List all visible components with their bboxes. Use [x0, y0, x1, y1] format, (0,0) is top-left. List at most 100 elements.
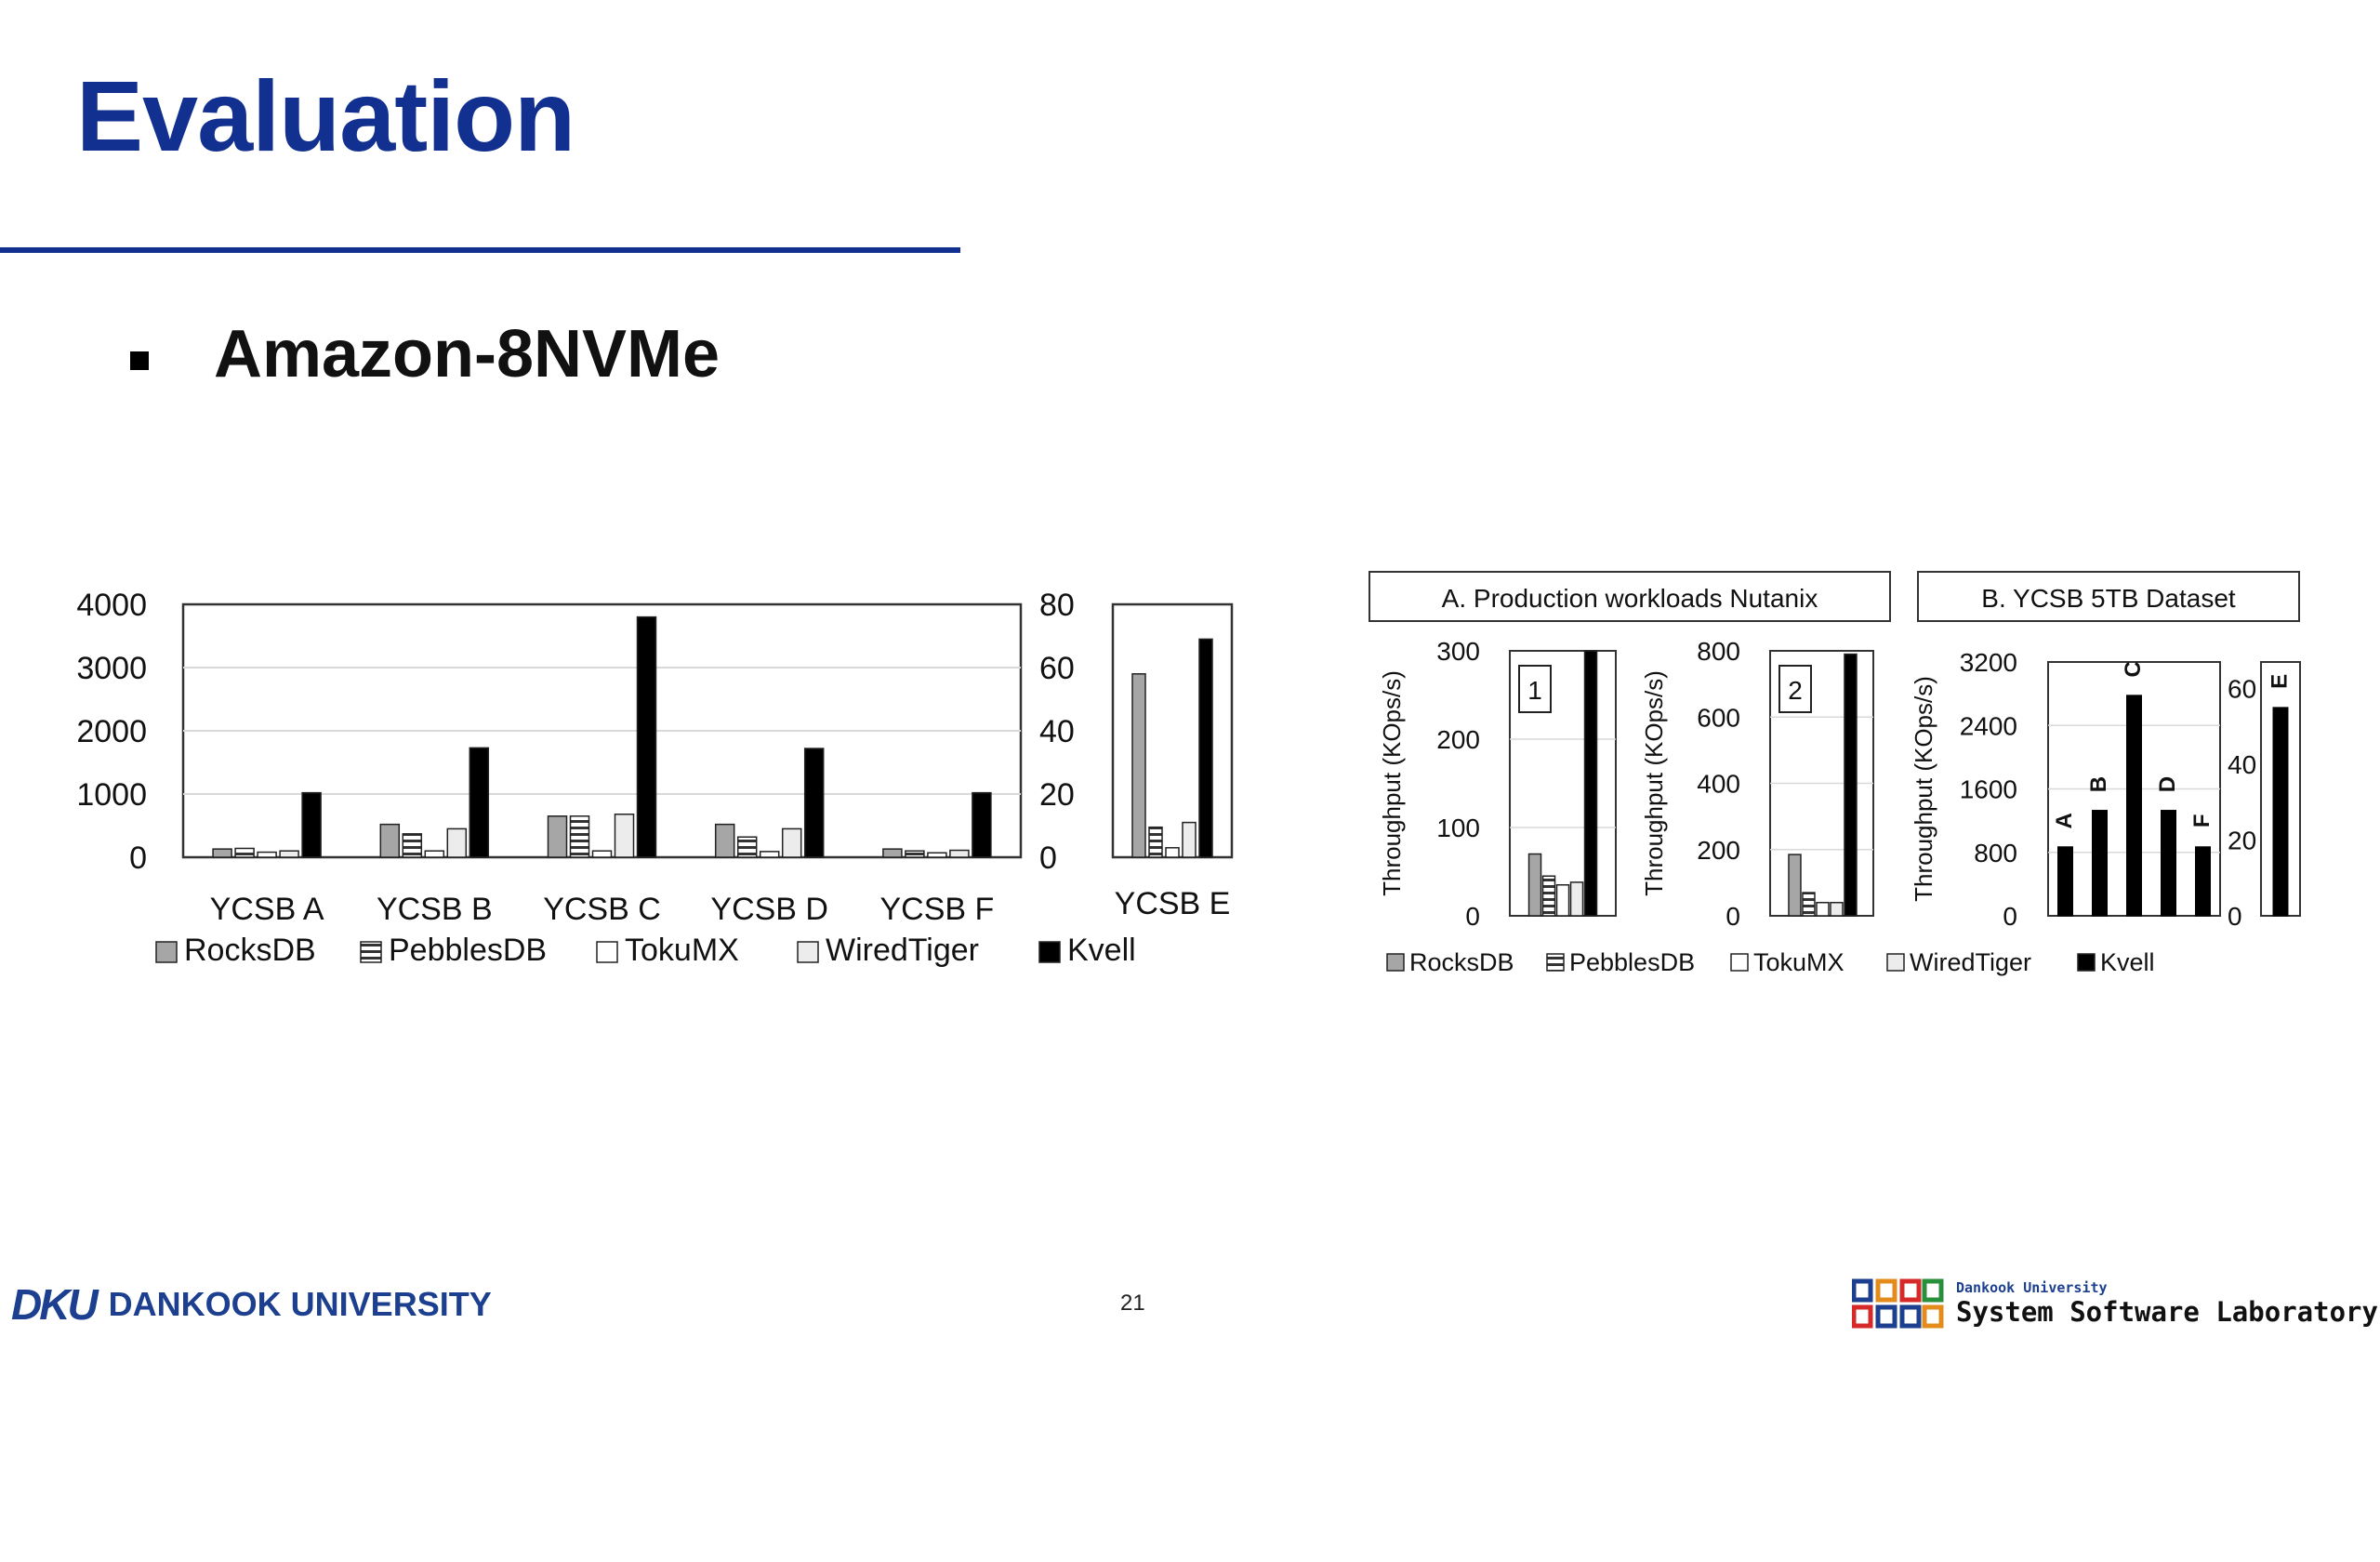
bar: [949, 849, 970, 858]
x-tick-label: YCSB F: [879, 892, 994, 927]
bar: [2092, 810, 2108, 917]
y-tick-label: 3000: [76, 651, 147, 686]
bar: [569, 815, 590, 858]
bar: [2126, 695, 2142, 917]
bar: [1198, 638, 1213, 858]
y2-tick-label: 0: [1039, 841, 1057, 876]
bar: [547, 815, 568, 858]
x-tick-label: YCSB B: [377, 892, 493, 927]
bar: [1816, 902, 1830, 917]
bar: [469, 747, 490, 858]
y-tick-label: 200: [1436, 725, 1480, 754]
legend-label: WiredTiger: [1910, 948, 2031, 976]
y-tick-label: 0: [2003, 902, 2017, 931]
group-title-box: [1917, 571, 2300, 622]
ssl-emblem-icon: [1852, 1278, 1944, 1329]
bar-category-label: F: [2189, 814, 2215, 827]
legend-swatch: [797, 941, 819, 963]
bar: [591, 850, 613, 858]
dankook-logo: DKU DANKOOK UNIVERSITY: [11, 1280, 492, 1329]
bar: [1182, 821, 1197, 858]
group-title-a: A. Production workloads Nutanix: [1442, 584, 1818, 613]
bar-category-label: A: [2052, 813, 2077, 828]
y2-tick-label: 80: [1039, 588, 1075, 623]
legend-label: TokuMX: [1753, 948, 1844, 976]
legend-swatch: [1038, 941, 1061, 963]
bar: [636, 616, 657, 858]
legend-label: PebblesDB: [1569, 948, 1695, 976]
bar: [972, 791, 992, 858]
bar: [2272, 707, 2289, 917]
dku-emblem-icon: DKU: [11, 1280, 99, 1329]
slide-subtitle: Amazon-8NVMe: [214, 317, 721, 391]
ssl-university-label: Dankook University: [1956, 1279, 2108, 1296]
ssl-lab-label: System Software Laboratory: [1956, 1296, 2378, 1328]
bar: [2195, 846, 2211, 917]
y2-tick-label: 60: [1039, 651, 1075, 686]
y-tick-label: 800: [1974, 839, 2017, 867]
y-tick-label: 0: [1465, 902, 1480, 931]
bar-category-label: D: [2155, 776, 2180, 792]
x-tick-label: YCSB E: [1115, 886, 1231, 921]
legend-swatch: [155, 941, 178, 963]
bar: [2161, 810, 2176, 917]
page-number: 21: [1120, 1291, 1145, 1316]
legend-swatch: [1386, 953, 1405, 972]
slide-title: Evaluation: [76, 60, 575, 172]
y-tick-label: 300: [1436, 637, 1480, 666]
y-tick-label: 3200: [1960, 648, 2017, 677]
group-title-b: B. YCSB 5TB Dataset: [1981, 584, 2236, 613]
bar: [803, 748, 825, 858]
group-title-box: [1368, 571, 1891, 622]
legend-swatch: [2077, 953, 2096, 972]
bar: [1830, 902, 1844, 917]
legend-label: RocksDB: [1409, 948, 1514, 976]
bar: [1527, 853, 1542, 917]
bar: [279, 850, 299, 858]
bar: [1802, 892, 1816, 917]
bar: [927, 852, 947, 858]
ssl-logo: Dankook University System Software Labor…: [1852, 1276, 2378, 1331]
y-tick-label: 1600: [1960, 775, 2017, 804]
bar: [882, 848, 903, 858]
bar: [714, 823, 735, 858]
bar: [781, 827, 802, 858]
y-tick-label: 0: [129, 841, 147, 876]
panel-number: 1: [1527, 676, 1542, 705]
y-tick-label: 2400: [1960, 711, 2017, 740]
panel-number-box: [1518, 665, 1552, 713]
y-tick-label: 0: [1726, 902, 1740, 931]
dankook-university-label: DANKOOK UNIVERSITY: [108, 1285, 492, 1323]
title-underline: [0, 247, 960, 253]
y-tick-label: 100: [1436, 814, 1480, 842]
y-tick-label: 1000: [76, 777, 147, 813]
bar: [1165, 847, 1180, 858]
bar: [736, 836, 758, 858]
y-tick-label: 0: [2228, 902, 2242, 931]
bar-category-label: E: [2267, 674, 2292, 689]
bar: [402, 833, 423, 858]
bar-category-label: B: [2086, 776, 2111, 792]
legend-label: Kvell: [1067, 933, 1136, 968]
y-axis-label: Throughput (KOps/s): [1378, 670, 1406, 896]
y-axis-label: Throughput (KOps/s): [1910, 676, 1937, 902]
y2-tick-label: 20: [1039, 777, 1075, 813]
bar: [212, 848, 232, 858]
y-tick-label: 2000: [76, 714, 147, 749]
bar: [1569, 881, 1584, 917]
x-tick-label: YCSB D: [710, 892, 828, 927]
bar: [257, 851, 277, 858]
legend-swatch: [1886, 953, 1905, 972]
bar: [905, 850, 925, 858]
y-tick-label: 600: [1697, 703, 1740, 732]
legend-swatch: [1546, 953, 1565, 972]
legend-label: PebblesDB: [389, 933, 547, 968]
bar: [759, 851, 780, 858]
y-tick-label: 400: [1697, 770, 1740, 799]
y-tick-label: 20: [2228, 827, 2256, 855]
panel-number: 2: [1788, 676, 1803, 705]
legend-swatch: [596, 941, 618, 963]
legend-label: WiredTiger: [826, 933, 979, 968]
y-tick-label: 40: [2228, 750, 2256, 779]
